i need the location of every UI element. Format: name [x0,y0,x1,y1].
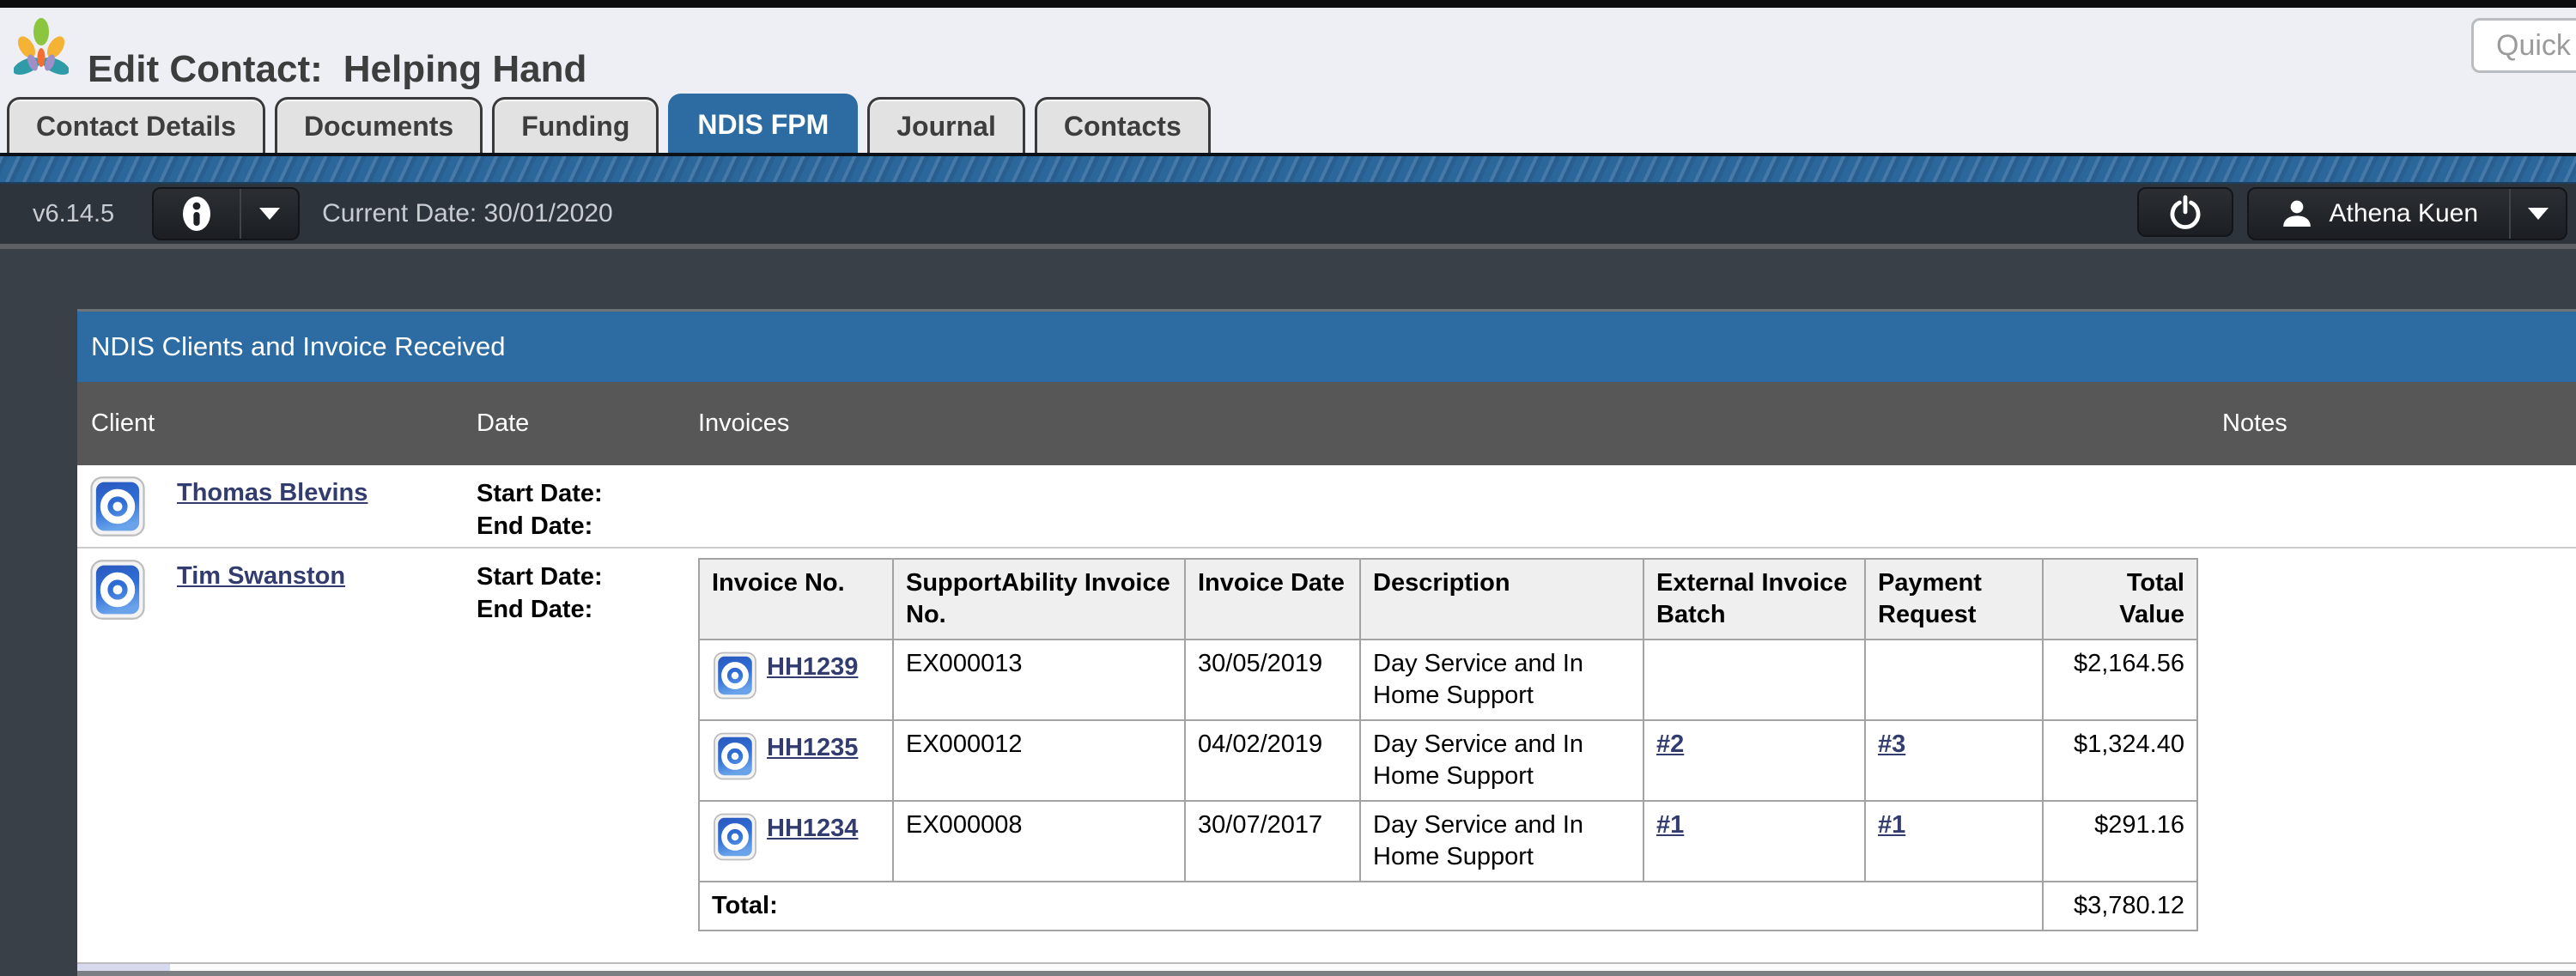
user-dropdown-button[interactable] [2509,189,2566,239]
sa-invoice-no-cell: EX000013 [892,639,1186,721]
info-button[interactable] [154,189,240,239]
tab-bar: Contact Details Documents Funding NDIS F… [7,94,1211,153]
power-icon [2166,193,2204,231]
caret-down-icon [259,208,281,220]
end-date-label: End Date: [477,596,593,623]
client-link[interactable]: Tim Swanston [177,562,346,590]
sa-invoice-no-cell: EX000008 [892,800,1186,882]
tab-funding[interactable]: Funding [492,97,659,153]
page-content: NDIS Clients and Invoice Received Client… [0,249,2576,976]
column-client: Client [91,409,155,437]
tab-contacts[interactable]: Contacts [1034,97,1211,153]
quick-search-input[interactable] [2471,18,2576,73]
description-cell: Day Service and In Home Support [1359,639,1644,721]
total-value-cell: $291.16 [2042,800,2198,882]
invoice-table-header-row: Invoice No. SupportAbility Invoice No. I… [698,558,2198,640]
page-title-label: Edit Contact: [88,48,323,91]
version-label: v6.14.5 [33,199,115,227]
contact-name: Helping Hand [343,48,587,91]
tab-documents[interactable]: Documents [274,97,483,153]
end-date-label: End Date: [477,512,593,540]
external-batch-cell [1643,639,1866,721]
invoice-row: HH1234 EX000008 30/07/2017 Day Service a… [698,800,2198,882]
external-batch-link[interactable]: #1 [1656,811,1685,839]
sa-invoice-no-cell: EX000012 [892,719,1186,802]
payment-request-link[interactable]: #3 [1878,730,1906,758]
header-payment-request: Payment Request [1864,558,2044,640]
invoice-total-row: Total: $3,780.12 [698,881,2198,931]
invoice-row: HH1239 EX000013 30/05/2019 Day Service a… [698,639,2198,721]
list-column-header: Client Date Invoices Notes [77,382,2576,465]
client-row-thomas-blevins: Thomas Blevins Start Date: End Date: [77,465,2576,547]
invoice-link[interactable]: HH1234 [767,815,859,842]
logout-button[interactable] [2136,187,2233,237]
app-header: Edit Contact: Helping Hand Contact Detail… [0,0,2576,153]
lotus-logo-icon [13,13,70,88]
start-date-label: Start Date: [477,480,603,507]
client-link[interactable]: Thomas Blevins [177,479,368,506]
panel-title: NDIS Clients and Invoice Received [77,312,2576,382]
target-bullseye-icon[interactable] [714,813,756,861]
info-dropdown-button[interactable] [240,189,298,239]
column-date: Date [477,409,530,437]
user-button-group: Athena Kuen [2246,187,2567,240]
toolbar: v6.14.5 Current Date: 30/01/2020 [0,184,2576,249]
invoice-table: Invoice No. SupportAbility Invoice No. I… [698,558,2198,931]
tab-journal[interactable]: Journal [867,97,1025,153]
user-icon [2280,197,2314,231]
next-panel-edge [77,964,2576,971]
accent-stripe-bar [0,153,2576,184]
scroll-indicator [77,964,170,971]
info-button-group [152,187,301,240]
column-invoices: Invoices [698,409,790,437]
next-panel-divider [77,962,2576,964]
start-date-label: Start Date: [477,563,603,591]
invoice-row: HH1235 EX000012 04/02/2019 Day Service a… [698,719,2198,802]
payment-request-cell [1864,639,2044,721]
tab-ndis-fpm[interactable]: NDIS FPM [668,94,859,153]
client-row-tim-swanston: Tim Swanston Start Date: End Date: Invoi… [77,547,2576,963]
total-value: $3,780.12 [2042,881,2198,931]
total-value-cell: $2,164.56 [2042,639,2198,721]
external-batch-link[interactable]: #2 [1656,730,1685,758]
header-total-value: Total Value [2042,558,2198,640]
total-label: Total: [698,881,2044,931]
client-dates: Start Date: End Date: [477,561,603,626]
target-bullseye-icon[interactable] [90,560,145,620]
column-notes: Notes [2222,409,2287,437]
target-bullseye-icon[interactable] [714,652,756,700]
invoice-link[interactable]: HH1239 [767,653,859,681]
description-cell: Day Service and In Home Support [1359,719,1644,802]
header-invoice-date: Invoice Date [1184,558,1361,640]
payment-request-link[interactable]: #1 [1878,811,1906,839]
header-sa-invoice-no: SupportAbility Invoice No. [892,558,1186,640]
next-panel-header-edge [77,971,2576,976]
user-menu-button[interactable]: Athena Kuen [2249,189,2509,239]
user-name-label: Athena Kuen [2329,199,2478,227]
page-title: Edit Contact: Helping Hand [88,48,586,91]
target-bullseye-icon[interactable] [714,732,756,780]
header-description: Description [1359,558,1644,640]
invoice-date-cell: 04/02/2019 [1184,719,1361,802]
ndis-invoices-panel: NDIS Clients and Invoice Received Client… [77,309,2576,963]
header-external-batch: External Invoice Batch [1643,558,1866,640]
description-cell: Day Service and In Home Support [1359,800,1644,882]
total-value-cell: $1,324.40 [2042,719,2198,802]
header-invoice-no: Invoice No. [698,558,894,640]
invoice-date-cell: 30/07/2017 [1184,800,1361,882]
invoice-link[interactable]: HH1235 [767,734,859,761]
invoice-date-cell: 30/05/2019 [1184,639,1361,721]
toolbar-right-controls: Athena Kuen [2136,187,2567,240]
client-dates: Start Date: End Date: [477,477,603,543]
info-icon [180,195,213,233]
tab-contact-details[interactable]: Contact Details [7,97,265,153]
target-bullseye-icon[interactable] [90,476,145,536]
caret-down-icon [2528,208,2549,220]
current-date-label: Current Date: 30/01/2020 [322,199,613,227]
